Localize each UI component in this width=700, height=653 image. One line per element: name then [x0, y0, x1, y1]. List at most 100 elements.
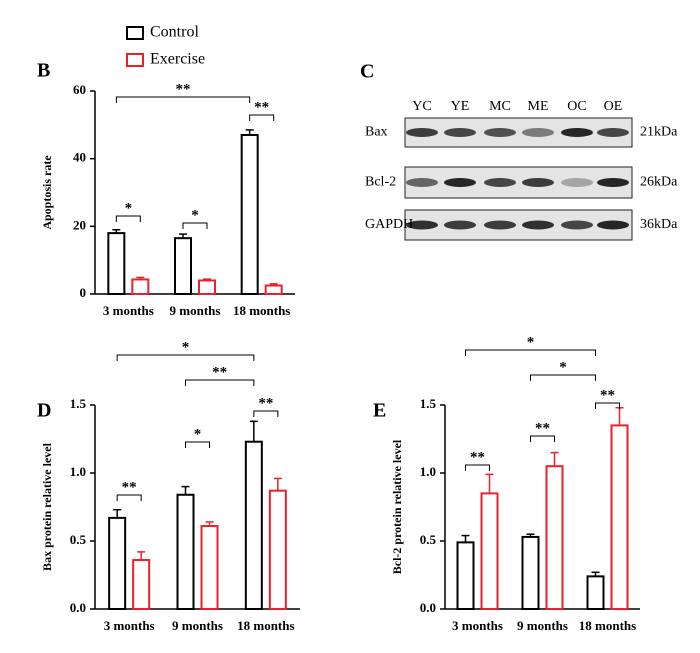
size-label: 36kDa — [640, 217, 678, 232]
significance-bracket — [249, 114, 275, 121]
blot-band — [406, 220, 438, 230]
bar — [132, 559, 151, 610]
blot-band — [597, 128, 629, 137]
blot-band — [597, 178, 629, 187]
protein-label: Bax — [365, 125, 388, 140]
blot-strip — [404, 166, 633, 199]
x-tick-label: 3 months — [104, 618, 155, 633]
y-tick-label: 1.5 — [420, 396, 437, 411]
blot-band — [522, 128, 554, 137]
significance-label: ** — [254, 99, 269, 115]
x-tick-label: 18 months — [233, 303, 290, 318]
significance-bracket — [115, 215, 141, 222]
bar — [521, 535, 540, 610]
y-tick-label: 40 — [73, 150, 86, 165]
y-axis-label: Bcl-2 protein relative level — [390, 439, 404, 574]
blot-strip — [404, 117, 633, 148]
bar — [240, 133, 259, 295]
blot-band — [522, 220, 554, 230]
size-label: 26kDa — [640, 175, 678, 190]
blot-strip — [404, 209, 633, 241]
significance-bracket — [253, 410, 279, 417]
bar — [131, 278, 150, 295]
x-tick-label: 9 months — [170, 303, 221, 318]
significance-label: * — [182, 339, 190, 355]
y-tick-label: 0.5 — [70, 532, 87, 547]
significance-label: ** — [212, 364, 227, 380]
lane-label: OE — [604, 99, 623, 114]
size-label: 21kDa — [640, 125, 678, 140]
blot-band — [484, 128, 516, 137]
blot-band — [597, 220, 629, 230]
significance-label: ** — [470, 449, 485, 465]
bar — [480, 492, 499, 610]
lane-label: YE — [451, 99, 470, 114]
significance-bracket — [465, 464, 490, 471]
blot-band — [444, 128, 476, 137]
significance-bracket — [465, 349, 596, 356]
panel-letter: E — [373, 400, 386, 422]
significance-label: * — [191, 207, 199, 223]
significance-label: ** — [600, 387, 615, 403]
significance-bracket — [116, 494, 142, 501]
x-tick-label: 3 months — [103, 303, 154, 318]
y-tick-label: 1.0 — [420, 464, 436, 479]
blot-band — [444, 220, 476, 230]
significance-bracket — [530, 374, 596, 381]
significance-label: * — [527, 334, 535, 350]
significance-bracket — [185, 379, 255, 386]
blot-band — [406, 178, 438, 187]
significance-bracket — [116, 354, 255, 361]
protein-label: GAPDH — [365, 217, 413, 232]
lane-label: OC — [567, 99, 586, 114]
significance-label: * — [559, 359, 567, 375]
lane-label: YC — [412, 99, 431, 114]
blot-band — [561, 220, 593, 230]
bar — [268, 489, 287, 610]
bar — [545, 465, 564, 611]
protein-label: Bcl-2 — [365, 175, 396, 190]
significance-bracket — [185, 441, 210, 448]
legend-label: Exercise — [150, 51, 205, 68]
y-tick-label: 1.0 — [70, 464, 86, 479]
bar — [610, 424, 629, 610]
significance-label: ** — [122, 479, 137, 495]
blot-band — [561, 178, 593, 187]
y-tick-label: 1.5 — [70, 396, 87, 411]
blot-band — [406, 128, 438, 137]
blot-band — [484, 220, 516, 230]
legend-swatch — [126, 53, 144, 67]
y-tick-label: 0.0 — [420, 600, 436, 615]
y-tick-label: 60 — [73, 82, 86, 97]
y-tick-label: 0 — [80, 285, 87, 300]
significance-label: * — [125, 200, 133, 216]
bar — [456, 541, 475, 610]
significance-label: ** — [535, 420, 550, 436]
lane-label: ME — [528, 99, 549, 114]
panel-letter: B — [37, 60, 50, 82]
x-tick-label: 9 months — [172, 618, 223, 633]
bar — [107, 232, 126, 296]
significance-label: ** — [258, 395, 273, 411]
x-tick-label: 9 months — [517, 618, 568, 633]
x-tick-label: 3 months — [452, 618, 503, 633]
x-tick-label: 18 months — [579, 618, 636, 633]
bar — [264, 284, 283, 295]
bar — [176, 493, 195, 611]
x-tick-label: 18 months — [237, 618, 294, 633]
bar — [244, 440, 263, 610]
panel-letter: C — [360, 61, 374, 83]
bar — [200, 525, 219, 610]
y-tick-label: 0.0 — [70, 600, 86, 615]
significance-label: ** — [176, 81, 191, 97]
legend-swatch — [126, 26, 144, 40]
significance-bracket — [182, 222, 208, 229]
lane-label: MC — [489, 99, 511, 114]
legend-label: Control — [150, 24, 199, 41]
bar — [108, 516, 127, 611]
blot-band — [561, 128, 593, 137]
blot-band — [444, 178, 476, 187]
blot-band — [484, 178, 516, 187]
bar — [586, 575, 605, 610]
